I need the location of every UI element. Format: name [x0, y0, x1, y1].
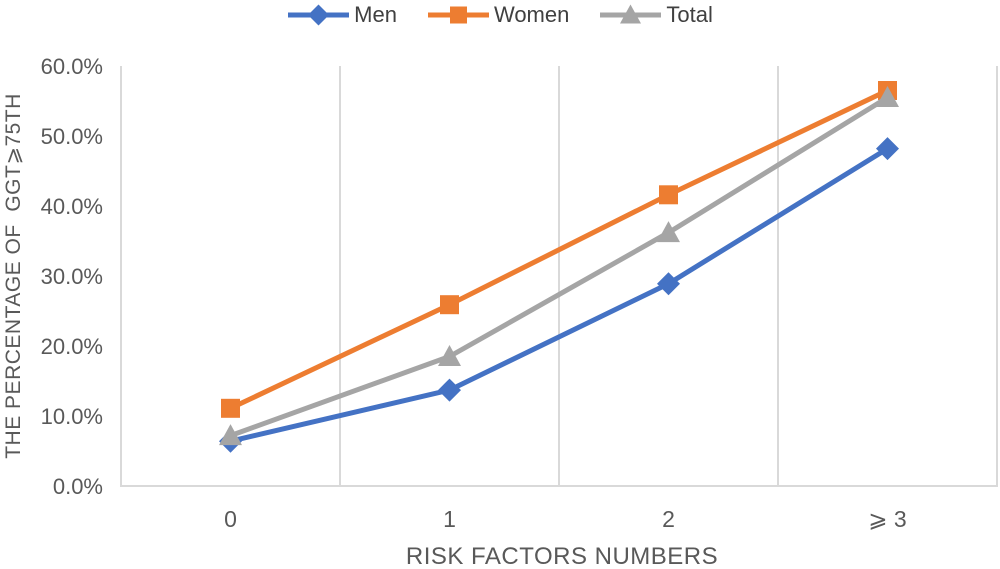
y-tick-label: 20.0% [41, 334, 103, 359]
y-axis-tick-labels: 0.0% 10.0% 20.0% 30.0% 40.0% 50.0% 60.0% [41, 54, 103, 499]
data-point-marker-triangle [657, 221, 680, 243]
series-line-men [229, 146, 889, 444]
data-point-marker-triangle [438, 345, 461, 366]
data-point-marker-square [221, 398, 240, 418]
legend-marker-total-icon [600, 4, 662, 24]
legend-label-total: Total [666, 2, 713, 27]
legend-item-women: Women [427, 2, 569, 28]
y-tick-label: 30.0% [41, 264, 103, 289]
data-point-marker-triangle [876, 86, 899, 107]
data-point-marker-triangle [620, 4, 642, 24]
legend-label-women: Women [493, 2, 570, 27]
legend-label-men: Men [354, 2, 397, 27]
x-tick-label: 0 [224, 506, 237, 532]
y-tick-label: 60.0% [41, 54, 103, 79]
vertical-gridlines [120, 66, 998, 486]
x-tick-label: ⩾ 3 [868, 506, 906, 532]
data-series [219, 81, 899, 453]
data-point-marker-diamond [657, 272, 680, 296]
x-axis-tick-labels: 0 1 2 ⩾ 3 [224, 506, 907, 532]
legend-marker-men-icon [288, 4, 350, 26]
y-tick-label: 50.0% [41, 124, 103, 149]
data-point-marker-triangle [219, 424, 242, 446]
legend-item-total: Total [599, 2, 713, 28]
legend-item-men: Men [287, 2, 397, 28]
y-tick-label: 40.0% [41, 194, 103, 219]
x-axis-title: RISK FACTORS NUMBERS [406, 543, 718, 569]
data-point-marker-square [440, 295, 459, 315]
y-tick-label: 10.0% [41, 404, 103, 429]
data-point-marker-diamond [438, 378, 461, 402]
y-tick-label: 0.0% [53, 474, 103, 499]
x-tick-label: 2 [662, 506, 675, 532]
data-point-marker-square [659, 185, 678, 205]
data-point-marker-diamond [308, 4, 330, 26]
x-tick-label: 1 [443, 506, 456, 532]
chart-legend: Men Women Total [0, 0, 1000, 30]
series-line-total [229, 95, 889, 438]
series-line-women [229, 88, 889, 411]
y-axis-title: THE PERCENTAGE OF GGT⩾75TH [2, 93, 25, 459]
legend-marker-women-icon [427, 6, 489, 24]
data-point-marker-square [449, 6, 467, 24]
data-point-marker-diamond [876, 137, 899, 161]
